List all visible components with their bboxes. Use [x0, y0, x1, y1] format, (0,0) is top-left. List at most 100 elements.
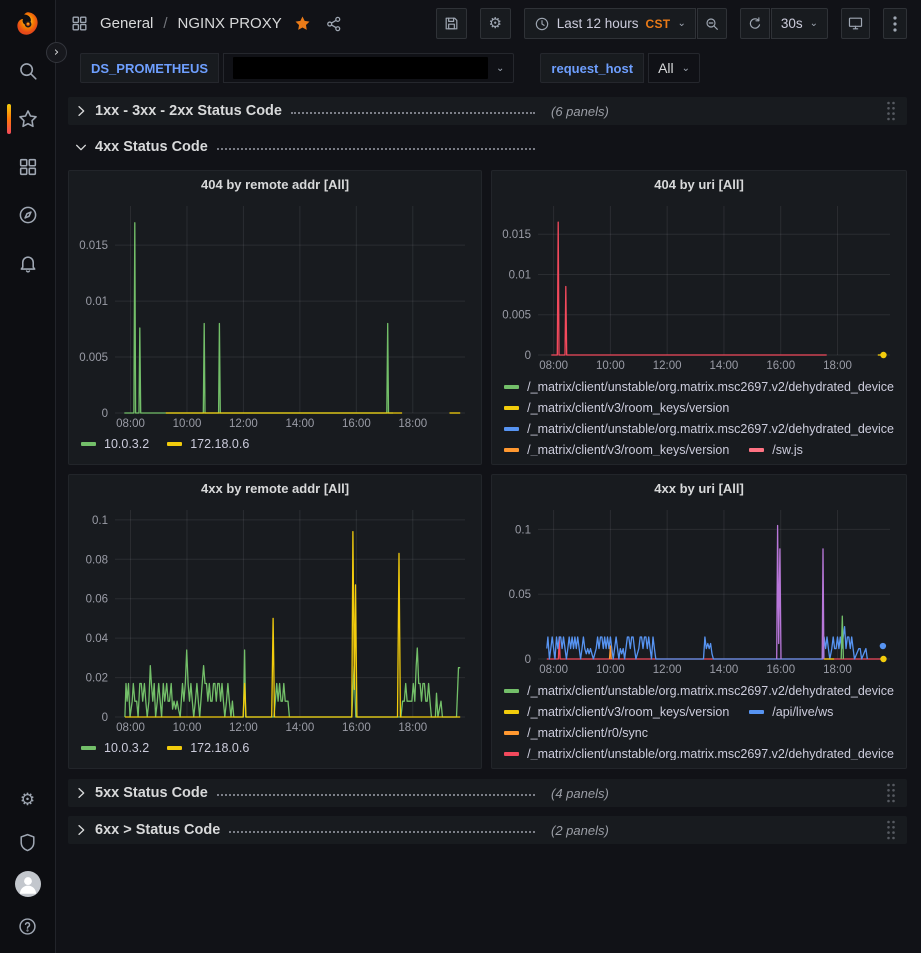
- svg-text:0.02: 0.02: [86, 673, 108, 685]
- gear-icon: ⚙: [19, 789, 36, 810]
- chevron-down-icon: ⌄: [677, 18, 686, 29]
- sidebar-item-explore[interactable]: [0, 195, 56, 235]
- row-4xx: 4xx Status Code: [68, 133, 907, 161]
- favorite-star-button[interactable]: [291, 12, 314, 35]
- legend-item[interactable]: 172.18.0.6: [167, 434, 249, 455]
- chart-svg: 08:00 10:00 12:00 14:00 16:00 18:00 0 0.05 0.1: [509, 510, 891, 676]
- panel-title[interactable]: 4xx by remote addr [All]: [201, 481, 350, 496]
- legend-item[interactable]: 172.18.0.6: [167, 738, 249, 759]
- panel-title[interactable]: 404 by remote addr [All]: [201, 177, 350, 192]
- svg-text:14:00: 14:00: [285, 722, 314, 734]
- time-series-chart[interactable]: 08:00 10:00 12:00 14:00 16:00 18:00 0 0.005 0.01…: [500, 198, 898, 374]
- sidebar-item-profile[interactable]: [0, 865, 56, 903]
- chevron-right-icon: [78, 106, 85, 116]
- save-dashboard-button[interactable]: [435, 8, 467, 39]
- legend-label: /_matrix/client/v3/room_keys/version: [527, 442, 730, 457]
- zoom-out-time-button[interactable]: [696, 8, 727, 39]
- legend-label: /sw.js: [772, 442, 803, 457]
- chevron-right-icon: [78, 788, 85, 798]
- drag-dots-icon: [887, 783, 895, 803]
- compass-icon: [19, 206, 36, 224]
- dashboards-grid-icon: [19, 158, 36, 176]
- legend-item[interactable]: /_matrix/client/unstable/org.matrix.msc2…: [504, 680, 894, 701]
- svg-text:18:00: 18:00: [398, 722, 427, 734]
- sidebar-item-starred[interactable]: [0, 99, 56, 139]
- row-drag-handle[interactable]: [885, 818, 901, 842]
- legend-label: 172.18.0.6: [190, 437, 250, 451]
- svg-text:12:00: 12:00: [653, 664, 682, 676]
- svg-text:08:00: 08:00: [116, 722, 145, 734]
- legend-item[interactable]: 10.0.3.2: [81, 434, 149, 455]
- legend-item[interactable]: /_matrix/client/unstable/org.matrix.msc2…: [504, 743, 894, 760]
- row-5xx: 5xx Status Code (4 panels): [68, 779, 907, 807]
- grafana-logo[interactable]: [0, 0, 56, 47]
- svg-text:0.005: 0.005: [79, 352, 108, 364]
- toolbar: ⚙ Last 12 hours CST ⌄ 30s: [435, 8, 907, 39]
- row-drag-handle[interactable]: [885, 781, 901, 805]
- drag-dots-icon: [887, 101, 895, 121]
- dashboard-variables-bar: DS_PROMETHEUS ⌄ request_host All ⌄: [68, 47, 907, 89]
- legend-item[interactable]: /_matrix/client/v3/room_keys/version: [504, 439, 729, 456]
- legend-item[interactable]: /api/live/ws: [749, 701, 833, 722]
- panel-title[interactable]: 404 by uri [All]: [654, 177, 744, 192]
- sidebar-item-server-admin[interactable]: [0, 823, 56, 861]
- more-options-button[interactable]: [883, 8, 907, 39]
- legend-item[interactable]: /_matrix/client/r0/sync: [504, 722, 648, 743]
- legend-label: /_matrix/client/r0/sync: [527, 725, 649, 740]
- row-panel-count: (4 panels): [551, 785, 609, 801]
- tv-mode-button[interactable]: [841, 8, 870, 39]
- row-toggle-1xx[interactable]: 1xx - 3xx - 2xx Status Code: [73, 102, 541, 121]
- timezone-label: CST: [645, 16, 671, 31]
- sidebar: ⚙: [0, 0, 56, 953]
- svg-text:14:00: 14:00: [285, 418, 314, 430]
- svg-text:14:00: 14:00: [710, 360, 739, 372]
- time-series-chart[interactable]: 08:00 10:00 12:00 14:00 16:00 18:00 0 0.005 0.01…: [77, 198, 473, 432]
- datasource-variable-select[interactable]: ⌄: [223, 53, 515, 83]
- request-host-variable-select[interactable]: All ⌄: [648, 53, 701, 83]
- row-drag-handle[interactable]: [885, 99, 901, 123]
- legend-item[interactable]: /_matrix/client/unstable/org.matrix.msc2…: [504, 418, 894, 439]
- legend-item[interactable]: /_matrix/client/unstable/org.matrix.msc2…: [504, 376, 894, 397]
- svg-text:16:00: 16:00: [342, 722, 371, 734]
- row-toggle-6xx[interactable]: 6xx > Status Code: [73, 821, 541, 840]
- row-toggle-5xx[interactable]: 5xx Status Code: [73, 784, 541, 803]
- svg-text:16:00: 16:00: [342, 418, 371, 430]
- breadcrumb-section[interactable]: General: [100, 15, 154, 32]
- share-button[interactable]: [323, 13, 345, 35]
- row-panel-count: (2 panels): [551, 822, 609, 838]
- shield-icon: [20, 833, 35, 851]
- legend-swatch: [504, 709, 520, 714]
- time-series-chart[interactable]: 08:00 10:00 12:00 14:00 16:00 18:00 0 0.02 0.04 0…: [77, 502, 473, 736]
- sidebar-item-search[interactable]: [0, 51, 56, 91]
- refresh-button[interactable]: [739, 8, 770, 39]
- legend-swatch: [504, 426, 520, 431]
- refresh-interval-picker[interactable]: 30s ⌄: [770, 8, 828, 39]
- datasource-variable-label[interactable]: DS_PROMETHEUS: [80, 53, 220, 83]
- save-icon: [445, 17, 458, 30]
- panel-title[interactable]: 4xx by uri [All]: [654, 481, 744, 496]
- request-host-variable-label[interactable]: request_host: [540, 53, 645, 83]
- breadcrumb-page-title[interactable]: NGINX PROXY: [177, 15, 282, 32]
- sidebar-item-help[interactable]: [0, 907, 56, 945]
- dashboard-settings-button[interactable]: ⚙: [479, 8, 511, 39]
- chevron-down-icon: ⌄: [809, 18, 818, 29]
- legend-swatch: [504, 405, 520, 410]
- legend-swatch: [504, 751, 520, 756]
- sidebar-item-alerting[interactable]: [0, 243, 56, 283]
- sidebar-item-dashboards[interactable]: [0, 147, 56, 187]
- gear-icon: ⚙: [488, 14, 502, 32]
- sidebar-item-configuration[interactable]: ⚙: [0, 781, 56, 819]
- time-range-picker[interactable]: Last 12 hours CST ⌄: [523, 8, 696, 39]
- row-toggle-4xx[interactable]: 4xx Status Code: [73, 138, 541, 157]
- legend-item[interactable]: /_matrix/client/v3/room_keys/version: [504, 701, 729, 722]
- drag-dots-icon: [887, 820, 895, 840]
- legend-item[interactable]: /_matrix/client/v3/room_keys/version: [504, 397, 729, 418]
- avatar: [14, 871, 41, 897]
- time-series-chart[interactable]: 08:00 10:00 12:00 14:00 16:00 18:00 0 0.05 0.1: [500, 502, 898, 678]
- svg-text:10:00: 10:00: [596, 664, 625, 676]
- sidebar-expand-button[interactable]: ›: [46, 42, 67, 63]
- legend-item[interactable]: 10.0.3.2: [81, 738, 149, 759]
- legend-item[interactable]: /sw.js: [749, 439, 803, 456]
- svg-text:16:00: 16:00: [766, 360, 795, 372]
- help-icon: [19, 917, 36, 935]
